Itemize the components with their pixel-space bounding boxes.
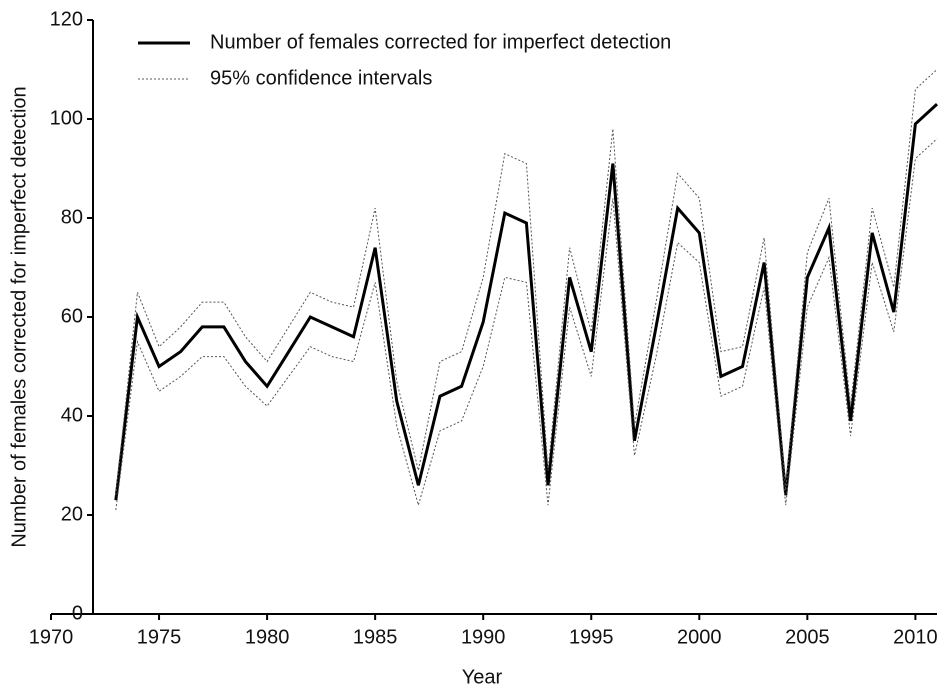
y-axis-label: Number of females corrected for imperfec… xyxy=(8,86,30,547)
y-tick-label: 80 xyxy=(61,206,83,228)
y-tick-label: 40 xyxy=(61,404,83,426)
x-tick-label: 1985 xyxy=(353,626,398,648)
x-tick-label: 2010 xyxy=(893,626,938,648)
legend-label: 95% confidence intervals xyxy=(210,67,432,89)
x-tick-label: 2000 xyxy=(677,626,722,648)
y-tick-label: 20 xyxy=(61,503,83,525)
x-tick-label: 1980 xyxy=(245,626,290,648)
x-tick-label: 1970 xyxy=(29,626,74,648)
x-tick-label: 1975 xyxy=(137,626,182,648)
x-tick-label: 1990 xyxy=(461,626,506,648)
data-line xyxy=(115,138,938,511)
data-line xyxy=(115,69,938,496)
x-tick-label: 1995 xyxy=(569,626,614,648)
x-axis-label: Year xyxy=(462,666,503,688)
y-tick-label: 120 xyxy=(50,8,83,30)
y-tick-label: 0 xyxy=(72,602,83,624)
data-line xyxy=(114,103,939,501)
x-tick-label: 2005 xyxy=(785,626,830,648)
legend-label: Number of females corrected for imperfec… xyxy=(210,31,671,53)
y-tick-label: 60 xyxy=(61,305,83,327)
y-tick-label: 100 xyxy=(50,107,83,129)
